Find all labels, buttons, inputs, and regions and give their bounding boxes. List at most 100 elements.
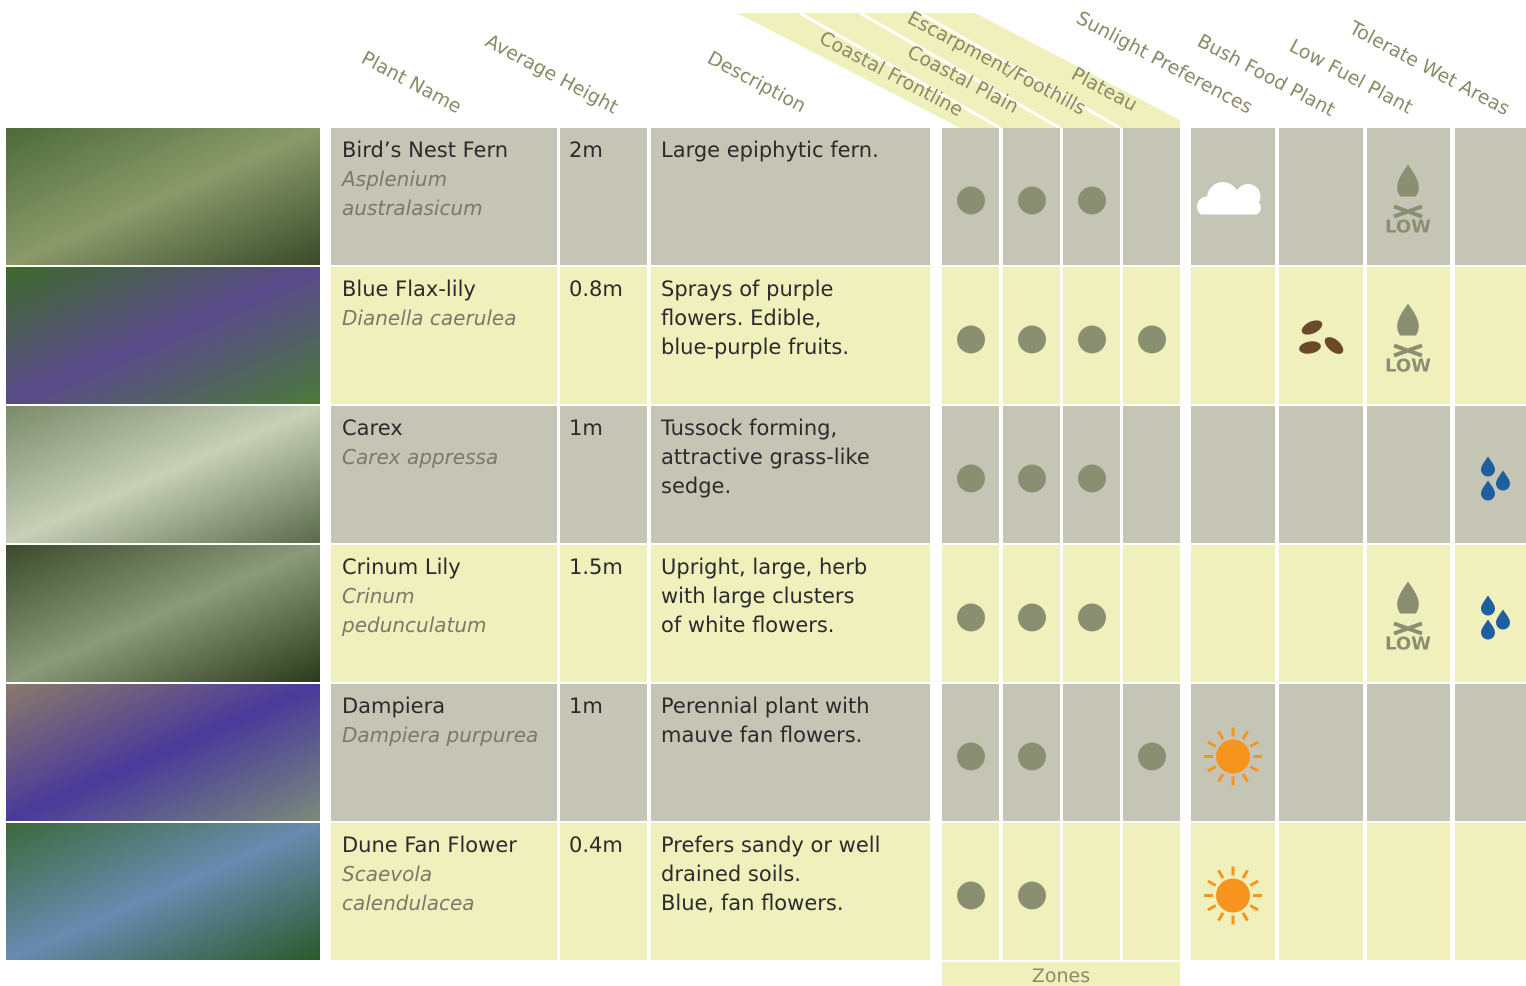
plant-name: Crinum Lily — [342, 555, 461, 579]
cell — [1455, 684, 1526, 821]
zone-cell — [1063, 823, 1120, 960]
cell — [1367, 406, 1450, 543]
description: attractive grass-like — [661, 445, 870, 469]
page: Plant NameAverage HeightDescriptionCoast… — [0, 0, 1526, 986]
zone-dot — [1018, 604, 1046, 632]
cell — [1279, 267, 1363, 404]
zone-dot — [1138, 743, 1166, 771]
cell — [1367, 684, 1450, 821]
cell — [1367, 823, 1450, 960]
cell — [1455, 267, 1526, 404]
plant-row: Dampiera Dampiera purpurea 1m Perennial pla… — [6, 684, 1526, 821]
zone-dot — [1018, 187, 1046, 215]
zone-dot — [1078, 326, 1106, 354]
cell — [1455, 128, 1526, 265]
cell — [1279, 406, 1363, 543]
description: Large epiphytic fern. — [661, 138, 879, 162]
plant-photo — [6, 267, 320, 404]
average-height: 1m — [569, 694, 603, 718]
plant-photo — [6, 684, 320, 821]
column-header: Description — [704, 47, 810, 117]
plant-row: Crinum Lily Crinum pedunculatum 1.5m Upright… — [6, 545, 1526, 682]
description: Tussock forming, — [660, 416, 837, 440]
zone-dot — [1018, 882, 1046, 910]
zone-dot — [957, 882, 985, 910]
zone-dot — [957, 187, 985, 215]
column-header: Plant Name — [358, 47, 465, 118]
zone-cell — [1123, 823, 1180, 960]
cell — [1279, 545, 1363, 682]
plant-name: Dampiera — [342, 694, 445, 718]
description: Sprays of purple — [661, 277, 833, 301]
average-height: 0.4m — [569, 833, 623, 857]
column-header: Tolerate Wet Areas — [1345, 17, 1513, 121]
column-header: Average Height — [482, 30, 622, 118]
zone-cell — [1123, 406, 1180, 543]
scientific-name: Scaevola — [342, 862, 432, 886]
description: Upright, large, herb — [661, 555, 867, 579]
scientific-name: Dampiera purpurea — [342, 723, 538, 747]
zone-dot — [1018, 326, 1046, 354]
cell — [1191, 545, 1275, 682]
description: Perennial plant with — [661, 694, 870, 718]
description: drained soils. — [661, 862, 801, 886]
low-fuel-label: LOW — [1385, 356, 1431, 377]
zone-dot — [957, 326, 985, 354]
plant-row: Bird’s Nest Fern Asplenium australasicum 2m… — [6, 128, 1526, 265]
low-fuel-label: LOW — [1385, 217, 1431, 238]
scientific-name: pedunculatum — [341, 613, 487, 637]
average-height: 2m — [569, 138, 603, 162]
description: of white flowers. — [661, 613, 835, 637]
plant-name: Carex — [342, 416, 403, 440]
zone-dot — [957, 604, 985, 632]
description: mauve fan flowers. — [661, 723, 862, 747]
sun-core — [1216, 740, 1250, 774]
description: blue-purple fruits. — [661, 335, 849, 359]
zone-dot — [1138, 326, 1166, 354]
zone-dot — [957, 465, 985, 493]
plant-row: Carex Carex appressa 1m Tussock forming, att… — [6, 406, 1526, 543]
scientific-name: australasicum — [342, 196, 483, 220]
sun-core — [1216, 879, 1250, 913]
description: with large clusters — [661, 584, 854, 608]
zone-dot — [1078, 187, 1106, 215]
zones-footer-label: Zones — [1032, 965, 1090, 986]
plant-name: Blue Flax-lily — [342, 277, 476, 301]
description: Blue, fan flowers. — [661, 891, 844, 915]
column-header: Bush Food Plant — [1194, 30, 1339, 121]
plant-photo — [6, 545, 320, 682]
plant-row: Blue Flax-lily Dianella caerulea 0.8m Spray… — [6, 267, 1526, 404]
zone-dot — [1018, 743, 1046, 771]
cell — [1455, 823, 1526, 960]
cell — [1279, 823, 1363, 960]
cell — [1279, 684, 1363, 821]
scientific-name: Crinum — [342, 584, 415, 608]
zone-dot — [1078, 604, 1106, 632]
plant-photo — [6, 823, 320, 960]
plant-name: Bird’s Nest Fern — [342, 138, 508, 162]
zone-dot — [957, 743, 985, 771]
zone-cell — [1123, 128, 1180, 265]
average-height: 0.8m — [569, 277, 623, 301]
plant-photo — [6, 128, 320, 265]
scientific-name: Dianella caerulea — [342, 306, 517, 330]
cell — [1279, 128, 1363, 265]
zone-dot — [1078, 465, 1106, 493]
average-height: 1m — [569, 416, 603, 440]
plant-name: Dune Fan Flower — [342, 833, 517, 857]
cell — [1191, 267, 1275, 404]
plant-photo — [6, 406, 320, 543]
scientific-name: calendulacea — [342, 891, 475, 915]
scientific-name: Asplenium — [340, 167, 447, 191]
zone-cell — [1123, 545, 1180, 682]
average-height: 1.5m — [569, 555, 623, 579]
zone-cell — [1063, 684, 1120, 821]
zone-dot — [1018, 465, 1046, 493]
plant-table: Plant NameAverage HeightDescriptionCoast… — [0, 0, 1526, 986]
description: flowers. Edible, — [661, 306, 821, 330]
scientific-name: Carex appressa — [342, 445, 498, 469]
description: sedge. — [661, 474, 731, 498]
low-fuel-label: LOW — [1385, 634, 1431, 655]
cell — [1191, 406, 1275, 543]
